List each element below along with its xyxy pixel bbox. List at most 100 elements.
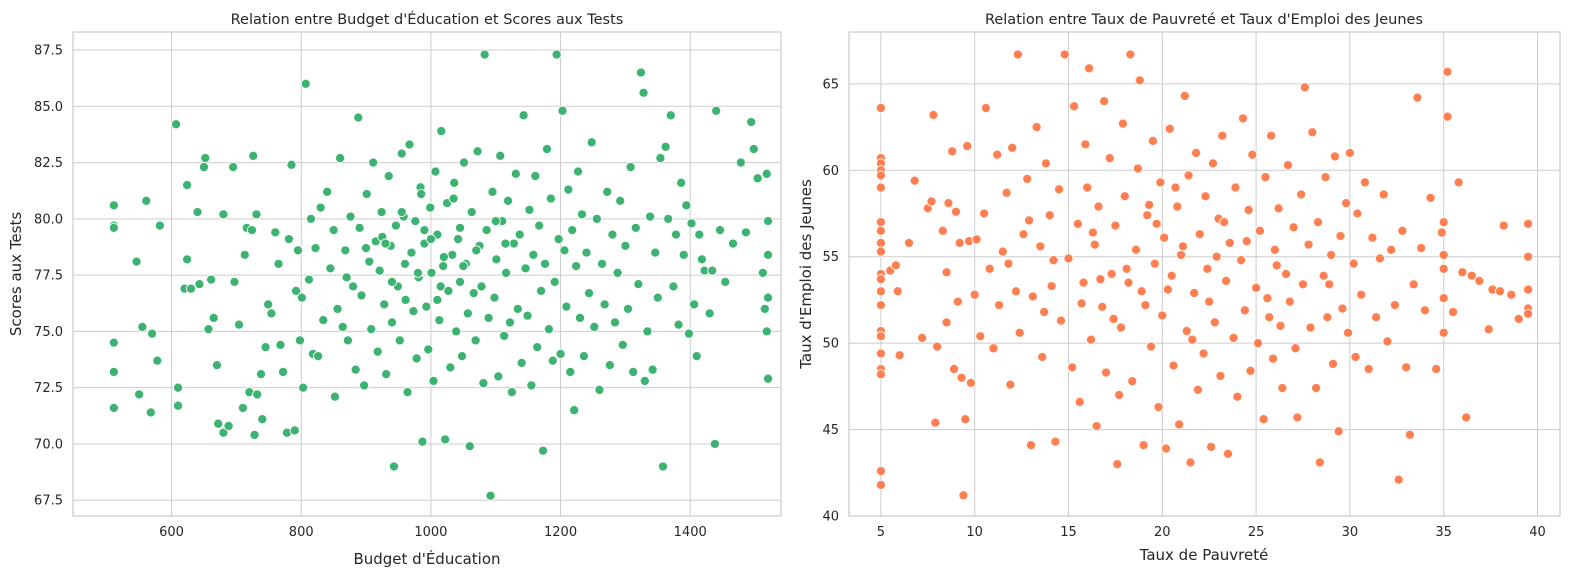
- left-data-point: [510, 168, 521, 179]
- right-data-point: [903, 237, 915, 248]
- left-data-point: [591, 213, 602, 224]
- right-data-point: [1191, 147, 1202, 159]
- left-data-point: [506, 387, 517, 398]
- right-data-point: [1039, 306, 1050, 318]
- right-data-point: [1117, 118, 1128, 129]
- left-data-point: [709, 438, 720, 450]
- left-data-point: [472, 146, 483, 157]
- right-data-point: [1344, 147, 1355, 159]
- right-data-point: [1179, 90, 1190, 102]
- right-data-point: [1359, 177, 1370, 188]
- left-data-point: [449, 177, 460, 188]
- right-data-point: [1018, 229, 1029, 240]
- right-data-point: [875, 170, 886, 181]
- left-data-point: [520, 263, 531, 274]
- right-data-point: [1438, 327, 1449, 338]
- right-data-point: [1352, 208, 1363, 219]
- right-data-point: [1189, 287, 1200, 299]
- right-y-tick-label: 55: [822, 250, 839, 265]
- right-data-point: [875, 225, 886, 236]
- left-data-point: [504, 317, 516, 328]
- left-data-point: [278, 366, 289, 377]
- left-data-point: [198, 162, 210, 173]
- left-data-point: [567, 225, 578, 236]
- left-axes-frame: [72, 31, 782, 517]
- right-data-point: [1181, 325, 1192, 337]
- left-data-point: [501, 267, 512, 278]
- left-data-point: [553, 234, 564, 245]
- left-data-point: [152, 355, 163, 366]
- chart-right: 5 10 15 20 25 30 35 40 40 45 50 55 60 65 Relation en…: [797, 12, 1561, 564]
- right-data-point: [1436, 227, 1447, 238]
- right-data-point: [875, 479, 886, 490]
- right-data-point: [958, 490, 969, 501]
- right-data-point: [1335, 230, 1346, 242]
- left-data-point: [185, 283, 197, 294]
- right-data-point: [1027, 291, 1038, 302]
- right-data-point: [1172, 201, 1183, 212]
- right-y-axis-label: Taux d'Emploi des Jeunes: [797, 179, 815, 370]
- right-data-point: [1282, 160, 1294, 171]
- right-data-point: [1112, 459, 1123, 470]
- right-data-point: [875, 331, 886, 342]
- left-data-point: [602, 186, 613, 197]
- right-data-point: [1277, 383, 1288, 394]
- left-y-tick-label: 72.5: [34, 381, 63, 396]
- left-grid: [73, 32, 781, 516]
- left-data-point: [337, 321, 348, 332]
- right-data-point: [1266, 130, 1277, 141]
- right-data-point: [1245, 365, 1256, 376]
- right-data-point: [1232, 391, 1243, 402]
- left-y-tick-label: 87.5: [34, 44, 63, 59]
- right-data-point: [1024, 215, 1035, 226]
- right-data-point: [1010, 286, 1022, 297]
- left-data-point: [443, 285, 454, 296]
- right-data-point: [1466, 270, 1477, 281]
- left-data-point: [182, 254, 193, 265]
- right-y-tick-label: 45: [822, 423, 839, 438]
- right-y-tick-label: 60: [822, 164, 839, 179]
- left-data-point: [423, 344, 434, 355]
- left-data-point: [108, 402, 119, 413]
- left-data-point: [538, 445, 549, 456]
- right-data-point: [1275, 320, 1286, 331]
- left-data-point: [547, 355, 558, 366]
- left-data-point: [512, 303, 523, 314]
- left-data-point: [490, 216, 501, 227]
- right-data-point: [928, 109, 939, 121]
- right-data-point: [1069, 101, 1080, 112]
- right-data-point: [975, 331, 986, 342]
- right-data-point: [1299, 82, 1310, 93]
- left-data-point: [434, 315, 445, 326]
- right-data-point: [1442, 111, 1453, 122]
- left-data-point: [561, 301, 572, 312]
- left-data-point: [689, 299, 700, 310]
- right-data-point: [1457, 267, 1468, 278]
- left-data-point: [578, 351, 589, 362]
- left-data-point: [408, 306, 419, 317]
- right-data-point: [1243, 204, 1254, 216]
- left-data-point: [727, 238, 739, 249]
- right-data-point: [875, 237, 886, 248]
- right-data-point: [1342, 327, 1354, 338]
- left-data-point: [425, 234, 436, 245]
- left-data-point: [762, 292, 774, 303]
- left-data-point: [283, 234, 294, 245]
- left-data-point: [445, 362, 456, 373]
- left-data-point: [147, 328, 158, 339]
- left-data-point: [683, 328, 694, 339]
- right-data-point: [997, 246, 1008, 257]
- right-data-point: [1453, 177, 1464, 188]
- left-data-point: [325, 263, 336, 274]
- right-data-point: [1419, 305, 1430, 316]
- right-data-point: [1147, 135, 1158, 146]
- left-data-point: [223, 420, 234, 432]
- right-data-point: [1523, 218, 1534, 229]
- left-data-point: [493, 371, 504, 382]
- right-data-point: [1378, 189, 1389, 200]
- right-data-point: [1048, 255, 1059, 266]
- right-data-point: [875, 246, 886, 257]
- left-data-point: [642, 326, 653, 337]
- left-data-point: [350, 364, 361, 375]
- left-data-point: [340, 245, 351, 256]
